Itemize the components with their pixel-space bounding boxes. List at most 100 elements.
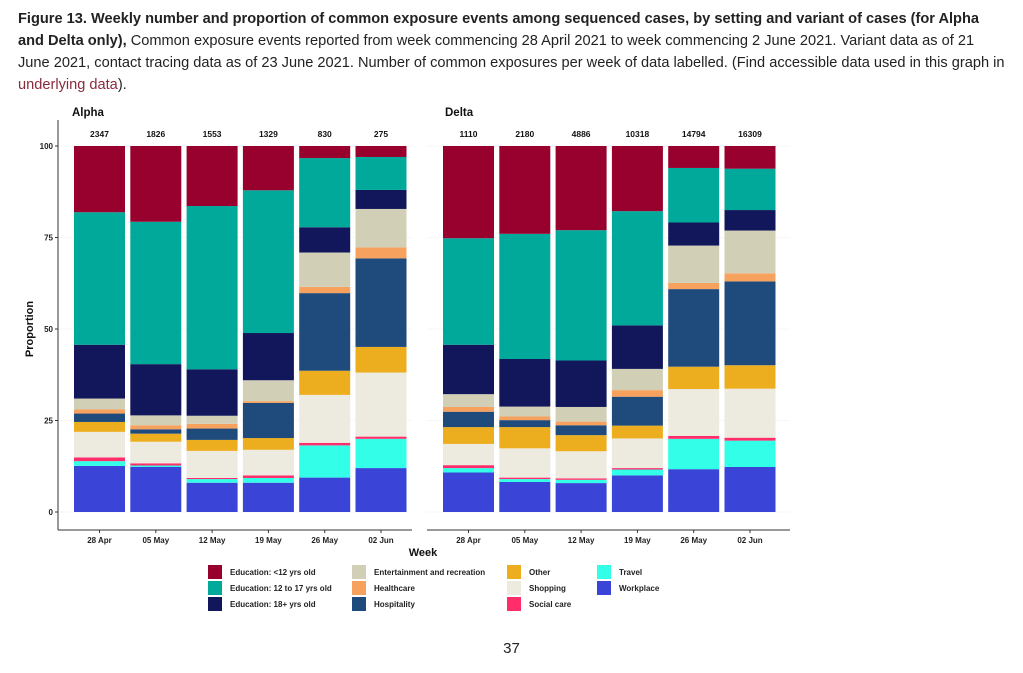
underlying-data-link[interactable]: underlying data <box>18 77 118 93</box>
bar-total-label: 2347 <box>90 129 109 139</box>
bar-segment-social-care <box>130 463 182 466</box>
bar-segment-hospitality <box>443 411 494 428</box>
bar-segment-education-18-yrs-old <box>186 369 238 416</box>
bar-segment-hospitality <box>299 293 351 371</box>
bar-segment-education-12-to-17-yrs-old <box>186 206 238 370</box>
bar-segment-entertainment-and-recreation <box>724 230 776 274</box>
bar-segment-education-12-yrs-old <box>130 146 182 222</box>
bar-segment-education-12-yrs-old <box>611 146 663 212</box>
legend-swatch <box>208 565 222 579</box>
bar-total-label: 1329 <box>259 129 278 139</box>
bar-segment-shopping <box>443 443 494 466</box>
bar-total-label: 1110 <box>460 129 478 139</box>
legend-swatch <box>597 565 611 579</box>
bar-segment-other <box>299 370 351 395</box>
bar-segment-education-12-yrs-old <box>242 146 294 191</box>
bar-segment-shopping <box>130 441 182 464</box>
bar-segment-education-18-yrs-old <box>443 344 494 395</box>
bar-segment-education-12-yrs-old <box>355 146 407 157</box>
bar-segment-other <box>499 427 551 449</box>
bar-segment-social-care <box>355 436 407 439</box>
bar-segment-entertainment-and-recreation <box>242 380 294 402</box>
bar-total-label: 10318 <box>626 129 650 139</box>
legend-swatch <box>208 597 222 611</box>
bar-segment-education-18-yrs-old <box>355 189 407 209</box>
bar-segment-entertainment-and-recreation <box>611 368 663 391</box>
bar-total-label: 4886 <box>572 129 591 139</box>
bar-segment-healthcare <box>555 421 607 426</box>
y-tick-label: 50 <box>44 325 53 334</box>
y-tick-label: 75 <box>44 234 53 243</box>
bar-segment-other <box>74 421 125 432</box>
legend-swatch <box>352 565 366 579</box>
bar-segment-hospitality <box>611 396 663 426</box>
y-axis-label: Proportion <box>24 301 36 357</box>
y-tick-label: 25 <box>44 417 53 426</box>
bar-segment-education-12-yrs-old <box>443 146 494 239</box>
bar-segment-education-12-to-17-yrs-old <box>299 158 351 228</box>
bar-segment-other <box>186 439 238 451</box>
legend-swatch <box>597 581 611 595</box>
caption-text: Common exposure events reported from wee… <box>18 33 1005 71</box>
legend-swatch <box>507 565 521 579</box>
panel-title-alpha: Alpha <box>72 107 105 119</box>
x-tick-label: 02 Jun <box>737 536 762 545</box>
x-tick-label: 19 May <box>624 536 651 545</box>
bar-segment-education-18-yrs-old <box>555 360 607 407</box>
bar-segment-shopping <box>242 449 294 476</box>
bar-segment-education-12-to-17-yrs-old <box>499 233 551 360</box>
bar-segment-education-12-yrs-old <box>299 146 351 159</box>
legend-label: Education: <12 yrs old <box>230 568 316 577</box>
bar-segment-healthcare <box>611 390 663 397</box>
bar-segment-education-12-yrs-old <box>74 146 125 213</box>
bar-segment-shopping <box>668 389 720 436</box>
bar-total-label: 14794 <box>682 129 706 139</box>
bar-segment-workplace <box>299 477 351 512</box>
bar-segment-hospitality <box>242 402 294 439</box>
legend-label: Education: 12 to 17 yrs old <box>230 584 332 593</box>
figure-caption: Figure 13. Weekly number and proportion … <box>18 8 1008 96</box>
bar-segment-education-12-to-17-yrs-old <box>355 156 407 190</box>
bar-segment-hospitality <box>668 289 720 367</box>
legend-swatch <box>507 597 521 611</box>
x-tick-label: 05 May <box>142 536 169 545</box>
bar-segment-entertainment-and-recreation <box>443 394 494 407</box>
bar-segment-shopping <box>611 438 663 469</box>
bar-segment-education-18-yrs-old <box>499 359 551 407</box>
bar-segment-shopping <box>74 431 125 458</box>
bar-segment-shopping <box>186 450 238 478</box>
bar-segment-healthcare <box>499 416 551 421</box>
bar-segment-education-12-to-17-yrs-old <box>668 167 720 223</box>
bar-total-label: 275 <box>374 129 388 139</box>
bar-segment-entertainment-and-recreation <box>74 398 125 410</box>
bar-segment-social-care <box>242 475 294 478</box>
bar-segment-other <box>611 425 663 439</box>
bar-segment-entertainment-and-recreation <box>668 245 720 283</box>
bar-segment-hospitality <box>555 425 607 436</box>
bar-segment-workplace <box>130 466 182 512</box>
bar-segment-other <box>555 435 607 452</box>
legend-label: Travel <box>619 568 642 577</box>
y-tick-label: 100 <box>40 142 54 151</box>
bar-segment-travel <box>724 440 776 467</box>
bar-segment-healthcare <box>186 423 238 429</box>
bar-segment-education-12-to-17-yrs-old <box>242 190 294 334</box>
bar-segment-social-care <box>186 477 238 480</box>
x-tick-label: 19 May <box>255 536 282 545</box>
bar-segment-education-18-yrs-old <box>242 333 294 381</box>
bar-segment-social-care <box>299 442 351 446</box>
legend-label: Shopping <box>529 584 566 593</box>
bar-segment-education-12-yrs-old <box>499 146 551 234</box>
bar-segment-education-12-to-17-yrs-old <box>611 211 663 326</box>
x-tick-label: 02 Jun <box>368 536 393 545</box>
bar-segment-healthcare <box>724 273 776 282</box>
bar-total-label: 2180 <box>515 129 534 139</box>
bar-segment-education-12-to-17-yrs-old <box>555 230 607 361</box>
bar-segment-shopping <box>355 372 407 437</box>
legend-label: Hospitality <box>374 600 415 609</box>
legend-label: Social care <box>529 600 572 609</box>
bar-segment-healthcare <box>74 409 125 414</box>
bar-segment-social-care <box>555 478 607 480</box>
bar-total-label: 16309 <box>738 129 762 139</box>
bar-segment-travel <box>355 438 407 469</box>
